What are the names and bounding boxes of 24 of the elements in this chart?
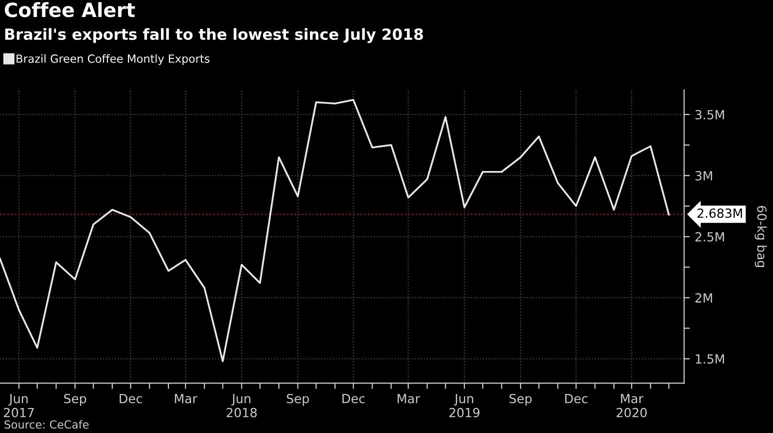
y-tick-label: 2.5M	[695, 232, 724, 242]
x-tick-label: Mar 2020	[616, 394, 647, 418]
y-tick-label: 3.5M	[695, 110, 724, 120]
y-tick-label: 2M	[695, 293, 712, 302]
chart-subtitle: Brazil's exports fall to the lowest since July 2018	[5, 28, 423, 44]
legend-label: Brazil Green Coffee Montly Exports	[16, 54, 210, 65]
x-tick-label: Jun 2019	[449, 394, 480, 418]
x-tick-label: Sep	[286, 394, 309, 406]
x-tick-label: Sep	[510, 394, 532, 406]
x-tick-label: Mar	[174, 394, 198, 404]
x-tick-label: Dec	[342, 394, 365, 404]
y-tick-label: 3M	[695, 171, 712, 180]
y-axis-title: 60-kg bag	[754, 206, 767, 268]
x-tick-label: Mar	[398, 394, 420, 404]
line-series	[0, 98, 670, 362]
ref-line-label: 2.683M	[698, 208, 742, 218]
x-tick-label: Dec	[120, 394, 142, 404]
chart-title: Coffee Alert	[4, 2, 135, 18]
x-tick-label: Sep	[64, 394, 86, 406]
x-tick-label: Jun 2018	[226, 394, 257, 418]
source-note: Source: CeCafe	[4, 420, 89, 429]
x-tick-label: Jun 2017	[4, 394, 34, 418]
x-tick-label: Dec	[565, 394, 588, 404]
y-tick-label: 1.5M	[696, 354, 724, 364]
